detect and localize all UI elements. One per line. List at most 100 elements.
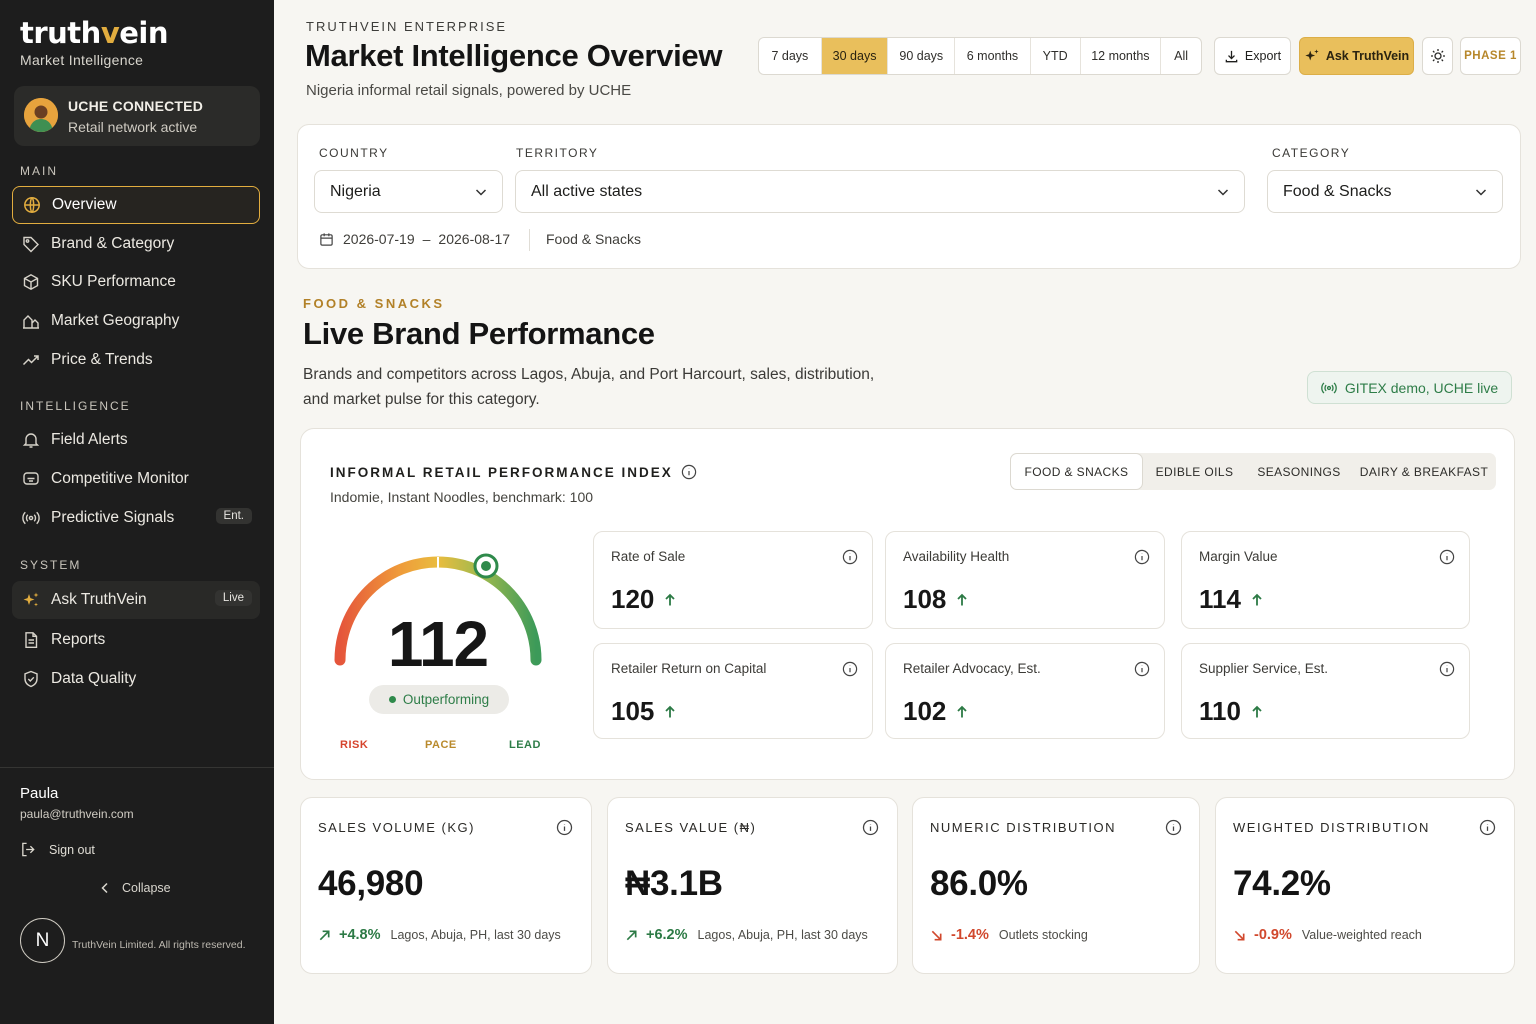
nav-item-market-geography[interactable]: Market Geography — [12, 302, 260, 340]
territory-label: TERRITORY — [516, 146, 599, 160]
nav-item-data-quality[interactable]: Data Quality — [12, 660, 260, 698]
tab-seasonings[interactable]: SEASONINGS — [1257, 464, 1341, 479]
metric-name: Retailer Advocacy, Est. — [903, 661, 1041, 676]
demo-live-pill[interactable]: GITEX demo, UCHE live — [1307, 371, 1512, 404]
theme-toggle-button[interactable] — [1422, 37, 1453, 75]
metric-value-text: 110 — [1199, 696, 1241, 726]
info-icon[interactable] — [1134, 549, 1150, 565]
arrow-up-icon — [1252, 593, 1262, 605]
tab-food-snacks[interactable]: FOOD & SNACKS — [1010, 453, 1143, 490]
range-30-days[interactable]: 30 days — [821, 38, 889, 74]
metric-card-retailer-advocacy: Retailer Advocacy, Est. 102 — [885, 643, 1165, 739]
metric-card-rate-of-sale: Rate of Sale 120 — [593, 531, 873, 629]
user-avatar[interactable]: N — [20, 918, 65, 963]
live-badge: Live — [214, 590, 252, 606]
user-email: paula@truthvein.com — [20, 807, 134, 821]
kpi-value: 74.2% — [1233, 864, 1331, 903]
info-icon[interactable] — [556, 819, 573, 836]
nav-item-predictive-signals[interactable]: Predictive Signals Ent. — [12, 499, 260, 537]
range-ytd[interactable]: YTD — [1031, 38, 1081, 74]
nav-section-main: MAIN — [20, 164, 58, 178]
nav-item-ask-truthvein[interactable]: Ask TruthVein Live — [12, 581, 260, 619]
tab-edible-oils[interactable]: EDIBLE OILS — [1155, 464, 1234, 479]
tab-dairy-breakfast[interactable]: DAIRY & BREAKFAST — [1359, 464, 1489, 479]
nav-item-competitive-monitor[interactable]: Competitive Monitor — [12, 460, 260, 498]
metric-value: 110 — [1199, 696, 1263, 727]
kpi-card-numeric-distribution: NUMERIC DISTRIBUTION 86.0% -1.4% Outlets… — [912, 797, 1200, 974]
info-icon[interactable] — [842, 661, 858, 677]
range-12-months[interactable]: 12 months — [1081, 38, 1162, 74]
tag-icon — [23, 236, 39, 253]
info-icon[interactable] — [1165, 819, 1182, 836]
collapse-button[interactable]: Collapse — [100, 881, 171, 895]
category-select[interactable]: Food & Snacks — [1267, 170, 1503, 213]
nav-section-intelligence: INTELLIGENCE — [20, 399, 131, 413]
nav-item-label: SKU Performance — [51, 273, 176, 290]
info-icon[interactable] — [1439, 549, 1455, 565]
collapse-label: Collapse — [122, 881, 171, 895]
signal-icon — [22, 511, 40, 525]
kpi-title: NUMERIC DISTRIBUTION — [930, 820, 1116, 835]
nav-item-sku-performance[interactable]: SKU Performance — [12, 263, 260, 301]
kpi-card-weighted-distribution: WEIGHTED DISTRIBUTION 74.2% -0.9% Value-… — [1215, 797, 1515, 974]
user-name: Paula — [20, 785, 59, 802]
info-icon[interactable] — [842, 549, 858, 565]
shield-icon — [24, 670, 38, 688]
gauge-arc — [334, 553, 542, 666]
date-separator: – — [422, 231, 431, 247]
metric-value: 102 — [903, 696, 968, 727]
export-button[interactable]: Export — [1214, 37, 1291, 75]
metric-card-availability-health: Availability Health 108 — [885, 531, 1165, 629]
kpi-note: Value-weighted reach — [1301, 928, 1422, 942]
info-icon[interactable] — [1479, 819, 1496, 836]
info-icon[interactable] — [862, 819, 879, 836]
nav-item-reports[interactable]: Reports — [12, 621, 260, 659]
metric-name: Margin Value — [1199, 549, 1278, 564]
range-7-days[interactable]: 7 days — [759, 38, 822, 74]
range-6-months[interactable]: 6 months — [955, 38, 1031, 74]
territory-select[interactable]: All active states — [515, 170, 1245, 213]
metric-card-margin-value: Margin Value 114 — [1181, 531, 1470, 629]
logo-subtitle: Market Intelligence — [20, 52, 144, 68]
metric-value: 114 — [1199, 584, 1263, 615]
performance-gauge: 112 Outperforming RISK PACE LEAD — [323, 527, 561, 751]
arrow-down-right-icon — [1234, 930, 1245, 941]
section-description: Brands and competitors across Lagos, Abu… — [303, 366, 875, 408]
metric-value: 120 — [611, 584, 676, 615]
nav-item-field-alerts[interactable]: Field Alerts — [12, 421, 260, 459]
index-title-text: INFORMAL RETAIL PERFORMANCE INDEX — [330, 464, 673, 480]
date-range-display[interactable]: 2026-07-19 – 2026-08-17 — [319, 231, 510, 247]
country-label: COUNTRY — [319, 146, 389, 160]
ask-truthvein-button[interactable]: Ask TruthVein — [1299, 37, 1414, 75]
range-all[interactable]: All — [1174, 49, 1189, 63]
arrow-up-icon — [957, 705, 968, 717]
index-title: INFORMAL RETAIL PERFORMANCE INDEX — [330, 464, 697, 480]
index-subtitle: Indomie, Instant Noodles, benchmark: 100 — [330, 489, 594, 505]
nav-item-brand-category[interactable]: Brand & Category — [12, 225, 260, 263]
filter-card: COUNTRY Nigeria TERRITORY All active sta… — [297, 124, 1521, 269]
country-select[interactable]: Nigeria — [314, 170, 503, 213]
kpi-note: Lagos, Abuja, PH, last 30 days — [697, 928, 868, 942]
range-90-days[interactable]: 90 days — [888, 38, 956, 74]
metric-value-text: 108 — [903, 584, 947, 614]
info-icon[interactable] — [1134, 661, 1150, 677]
arrow-down-right-icon — [931, 930, 942, 941]
nav-item-label: Brand & Category — [51, 235, 175, 252]
info-icon[interactable] — [681, 464, 697, 480]
arrow-up-icon — [1252, 705, 1262, 717]
monitor-icon — [23, 472, 39, 485]
phase-badge[interactable]: PHASE 1 — [1460, 37, 1521, 75]
connection-avatar — [24, 98, 58, 132]
globe-icon — [24, 197, 40, 213]
kpi-title: WEIGHTED DISTRIBUTION — [1233, 820, 1430, 835]
nav-item-label: Reports — [51, 631, 106, 648]
nav-item-price-trends[interactable]: Price & Trends — [12, 341, 260, 379]
metric-value-text: 120 — [611, 584, 655, 614]
info-icon[interactable] — [1439, 661, 1455, 677]
nav-item-overview[interactable]: Overview — [12, 186, 260, 224]
sign-out-button[interactable]: Sign out — [20, 841, 95, 858]
brand-logo[interactable]: truthvein — [20, 16, 168, 50]
chevron-left-icon — [101, 882, 108, 894]
nav-item-label: Predictive Signals — [51, 509, 175, 526]
broadcast-icon — [1321, 381, 1337, 394]
